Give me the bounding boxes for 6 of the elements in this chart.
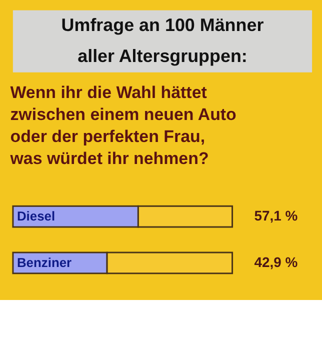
data-label: 57,1 % bbox=[254, 208, 298, 224]
data-label: 42,9 % bbox=[254, 254, 298, 270]
chart-title: Umfrage an 100 Männer aller Altersgruppen: bbox=[61, 14, 264, 66]
y-tick-label: Benziner bbox=[16, 254, 72, 270]
y-tick-label: Diesel bbox=[16, 208, 56, 224]
chart-subtitle: Wenn ihr die Wahl hättet zwischen einem neuen Auto oder der perfekten Frau, was würdet ihr nehmen? bbox=[9, 83, 236, 168]
